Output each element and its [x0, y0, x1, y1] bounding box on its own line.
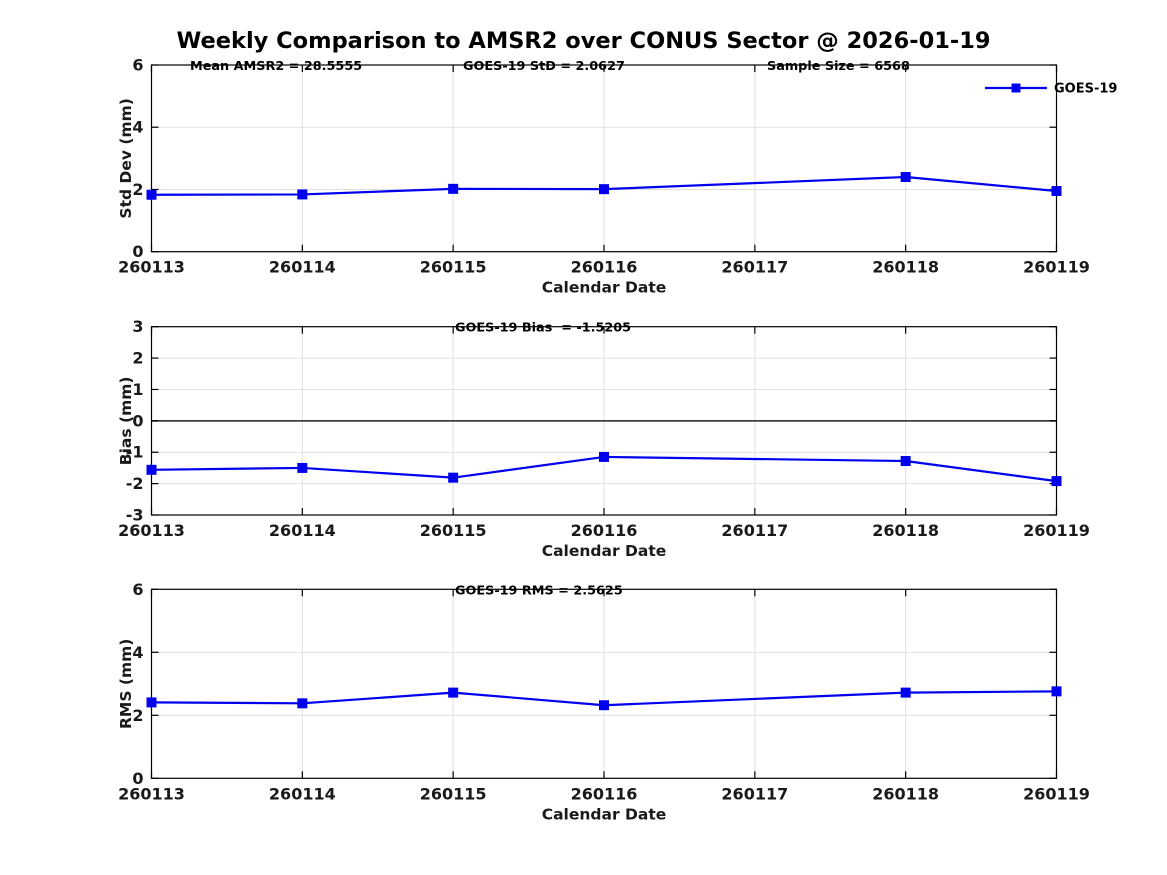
data-point-marker	[297, 189, 308, 200]
x-tick-label: 260118	[872, 784, 939, 803]
x-tick-label: 260116	[571, 258, 638, 277]
chart-std-dev: 260113 260114 260115 260116 260117 260118 2601…	[117, 56, 1117, 297]
data-point-marker	[448, 687, 459, 698]
data-point-marker	[900, 687, 911, 698]
y-tick-label: 4	[132, 118, 143, 137]
legend-label: GOES-19	[1054, 82, 1117, 97]
x-tick-label: 260119	[1023, 521, 1090, 540]
data-point-marker	[146, 189, 157, 200]
y-tick-label: -3	[126, 506, 144, 525]
x-tick-label: 260117	[721, 784, 788, 803]
y-tick-label: 4	[132, 643, 143, 662]
x-tick-label: 260119	[1023, 258, 1090, 277]
y-tick-label: 0	[132, 242, 143, 261]
x-tick-label: 260118	[872, 521, 939, 540]
annotation: Mean AMSR2 = 28.5555	[190, 59, 362, 74]
annotation: GOES-19 StD = 2.0627	[463, 59, 625, 74]
x-tick-label: 260113	[118, 258, 185, 277]
data-point-marker	[1051, 476, 1062, 487]
x-tick-label: 260114	[269, 521, 336, 540]
data-point-marker	[900, 172, 911, 183]
x-tick-label: 260117	[721, 258, 788, 277]
chart-bias: 260113 260114 260115 260116 260117 260118 2601…	[117, 317, 1090, 560]
annotation: Sample Size = 6568	[767, 59, 910, 74]
x-tick-label: 260115	[420, 521, 487, 540]
x-tick-label: 260118	[872, 258, 939, 277]
y-tick-label: 3	[132, 317, 143, 336]
chart-rms: 260113 260114 260115 260116 260117 260118 2601…	[117, 580, 1090, 824]
data-line	[151, 175, 1057, 196]
y-tick-label: 2	[132, 706, 143, 725]
y-axis-label: Std Dev (mm)	[117, 98, 135, 218]
x-axis-label: Calendar Date	[542, 279, 667, 297]
x-tick-label: 260114	[269, 258, 336, 277]
x-tick-label: 260113	[118, 521, 185, 540]
y-tick-label: -2	[126, 474, 144, 493]
x-tick-label: 260114	[269, 784, 336, 803]
x-tick-label: 260116	[571, 521, 638, 540]
y-axis-label: RMS (mm)	[117, 639, 135, 729]
data-point-marker	[599, 451, 609, 462]
y-tick-label: 1	[132, 380, 143, 399]
y-tick-label: 0	[132, 411, 143, 430]
legend-marker-icon	[1011, 83, 1021, 93]
y-tick-label: 2	[132, 349, 143, 368]
x-axis-label: Calendar Date	[542, 805, 667, 823]
y-tick-label: -1	[126, 443, 144, 462]
data-point-marker	[297, 698, 308, 709]
y-tick-label: 6	[132, 580, 143, 599]
x-tick-label: 260115	[420, 258, 487, 277]
data-point-marker	[1051, 686, 1062, 697]
data-point-marker	[599, 700, 609, 711]
x-tick-label: 260113	[118, 784, 185, 803]
x-tick-label: 260115	[420, 784, 487, 803]
data-point-marker	[146, 464, 157, 475]
annotation: GOES-19 Bias = -1.5205	[455, 321, 631, 336]
data-line	[151, 690, 1057, 707]
data-point-marker	[448, 472, 459, 483]
figure-title: Weekly Comparison to AMSR2 over CONUS Se…	[176, 28, 991, 54]
y-tick-label: 0	[132, 769, 143, 788]
data-point-marker	[1051, 186, 1062, 197]
data-point-marker	[297, 462, 308, 473]
x-tick-label: 260119	[1023, 784, 1090, 803]
data-point-marker	[448, 183, 459, 194]
data-point-marker	[900, 456, 911, 467]
x-tick-label: 260116	[571, 784, 638, 803]
data-point-marker	[146, 697, 157, 708]
y-tick-label: 6	[132, 56, 143, 75]
y-tick-label: 2	[132, 180, 143, 199]
x-tick-label: 260117	[721, 521, 788, 540]
data-line	[151, 455, 1057, 483]
y-axis-label: Bias (mm)	[117, 377, 135, 466]
annotation: GOES-19 RMS = 2.5625	[455, 583, 623, 598]
x-axis-label: Calendar Date	[542, 542, 667, 560]
legend: GOES-19	[985, 82, 1117, 97]
data-point-marker	[599, 184, 609, 195]
